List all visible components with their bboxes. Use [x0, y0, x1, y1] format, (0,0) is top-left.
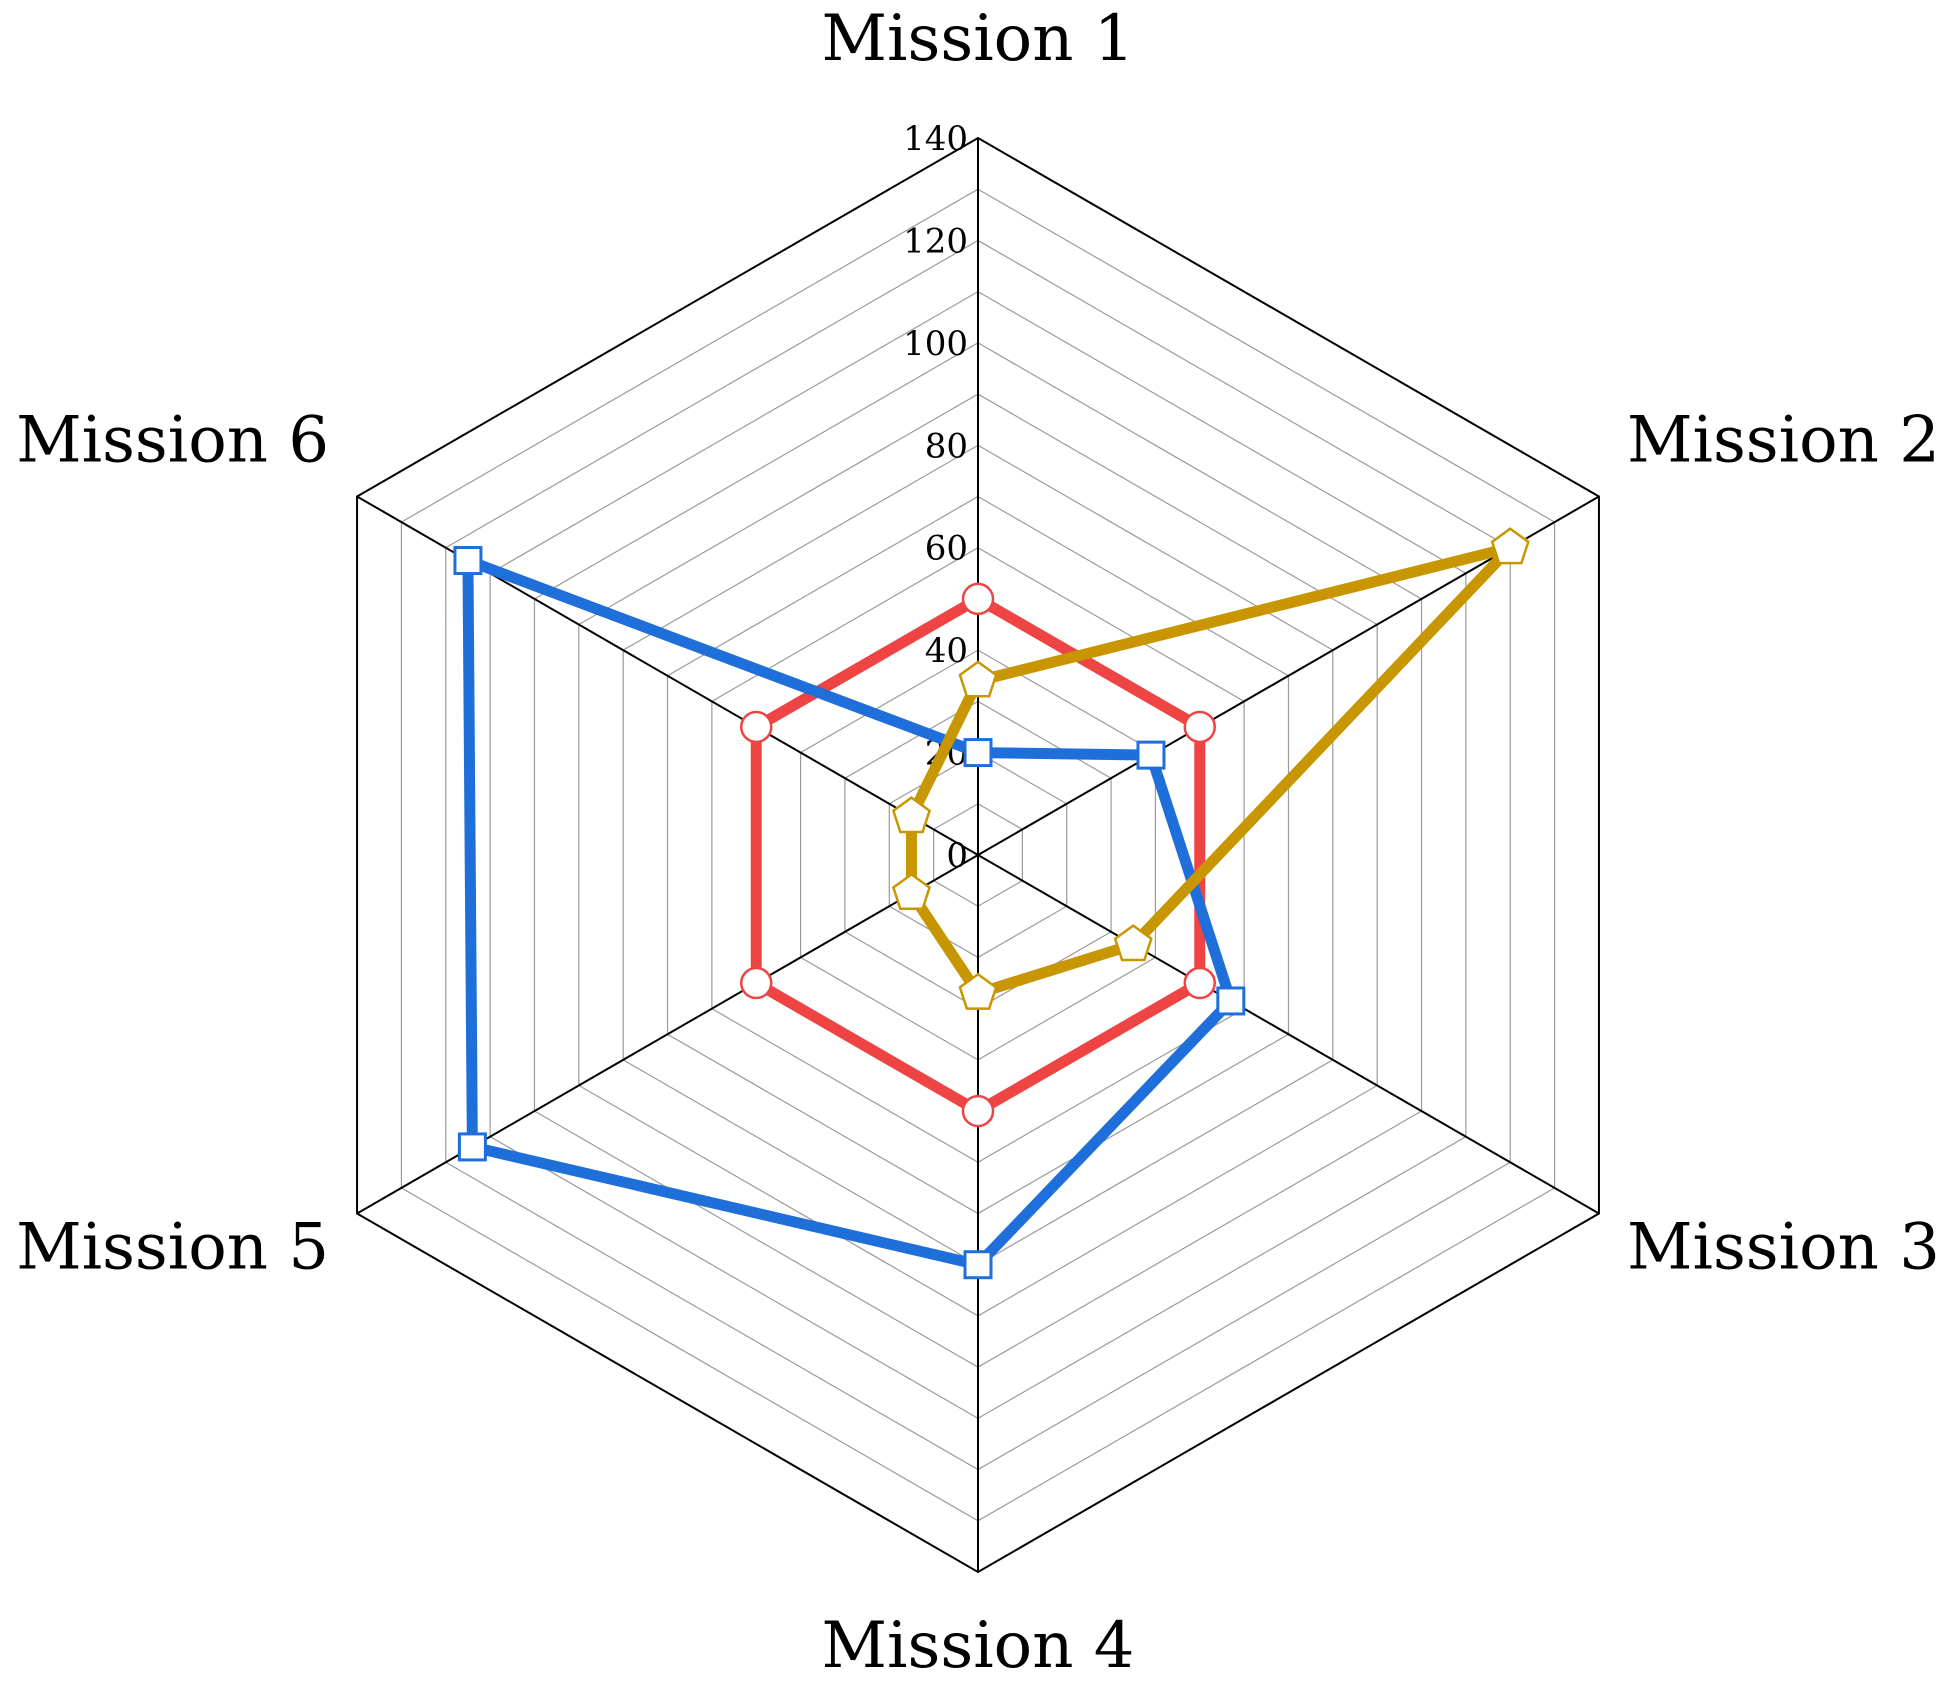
series-2-marker: [1136, 740, 1166, 770]
series-3-marker: [1490, 527, 1530, 565]
series-1-marker: [1183, 966, 1217, 1000]
series-3-marker: [891, 796, 932, 834]
series-2-marker: [457, 1132, 487, 1162]
series-2-marker: [963, 738, 993, 768]
series-1-marker: [961, 582, 995, 616]
series-2-line: [462, 552, 1238, 1271]
axis-labels: Mission 1 Mission 2 Mission 3 Mission 4 Miss…: [16, 2, 1940, 1683]
radar-spokes: [356, 138, 1600, 1572]
axis-label: Mission 4: [822, 1609, 1135, 1683]
axis-label: Mission 3: [1627, 1211, 1940, 1285]
series-3-marker: [958, 660, 998, 698]
tick-label: 120: [903, 221, 968, 261]
series-1-marker: [1183, 710, 1217, 744]
series-1-marker: [961, 1094, 995, 1128]
tick-label: 100: [903, 324, 968, 364]
axis-spoke: [977, 854, 1600, 1215]
tick-label: 80: [925, 426, 968, 466]
series-1-marker: [739, 966, 773, 1000]
series-markers: [453, 527, 1530, 1280]
axis-label: Mission 2: [1627, 404, 1940, 478]
series-3-marker: [958, 972, 998, 1010]
tick-label: 40: [925, 631, 968, 671]
series-3-marker: [1113, 924, 1153, 962]
series-2-marker: [963, 1250, 993, 1280]
series-2-marker: [453, 546, 483, 576]
series-lines: [462, 537, 1528, 1271]
tick-label: 140: [903, 119, 968, 159]
series-1-marker: [739, 710, 773, 744]
axis-label: Mission 1: [822, 2, 1135, 76]
axis-label: Mission 5: [16, 1211, 329, 1285]
tick-label: 60: [925, 529, 968, 569]
series-2-marker: [1216, 986, 1246, 1016]
tick-label: 0: [946, 836, 968, 876]
axis-label: Mission 6: [16, 404, 329, 478]
series-3-marker: [891, 872, 932, 911]
